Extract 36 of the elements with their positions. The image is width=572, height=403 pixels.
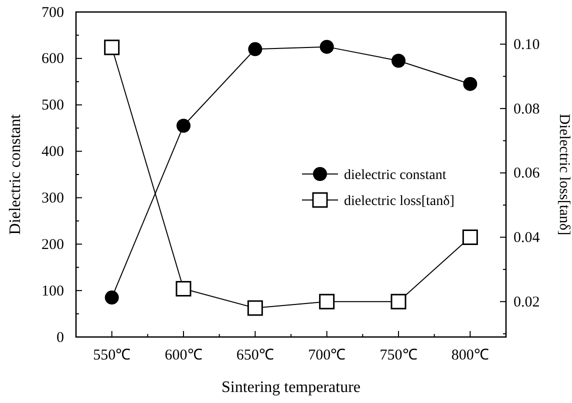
x-axis-title: Sintering temperature — [221, 379, 361, 396]
x-tick-label: 650℃ — [236, 348, 274, 364]
y-tick-label: 300 — [42, 190, 64, 207]
point — [319, 294, 335, 310]
y-tick-label: 500 — [42, 98, 64, 114]
x-tick-label: 700℃ — [308, 348, 346, 364]
point — [247, 300, 263, 316]
point — [176, 280, 192, 296]
y2-tick-label: 0.04 — [514, 230, 540, 246]
y-tick-label: 700 — [42, 4, 64, 21]
y-tick-label: 200 — [42, 236, 64, 253]
x-tick-label: 600℃ — [164, 348, 202, 364]
y2-tick-label: 0.08 — [514, 101, 540, 118]
point — [176, 118, 190, 133]
point — [392, 54, 406, 68]
point — [104, 290, 119, 305]
y2-tick-label: 0.02 — [514, 294, 540, 310]
point — [462, 230, 478, 245]
y-tick-label: 100 — [42, 283, 64, 300]
y2-tick-label: 0.06 — [514, 166, 540, 182]
y2-tick-label: 0.10 — [514, 36, 540, 53]
x-tick-label: 550℃ — [93, 348, 131, 364]
legend-label: dielectric loss[tanδ] — [344, 194, 454, 209]
y-tick-label: 600 — [42, 51, 64, 68]
y2-axis-title: Dielectric loss[tanδ] — [556, 114, 572, 236]
x-tick-label: 800℃ — [451, 348, 489, 364]
point — [248, 42, 262, 56]
legend-label: dielectric constant — [344, 168, 446, 183]
y-axis-title: Dielectric constant — [7, 114, 24, 235]
point — [320, 40, 334, 54]
point — [390, 294, 406, 310]
point — [463, 76, 478, 91]
y-tick-label: 0 — [56, 330, 64, 346]
y-tick-label: 400 — [42, 144, 64, 160]
x-tick-label: 750℃ — [380, 348, 418, 364]
point — [104, 40, 120, 56]
